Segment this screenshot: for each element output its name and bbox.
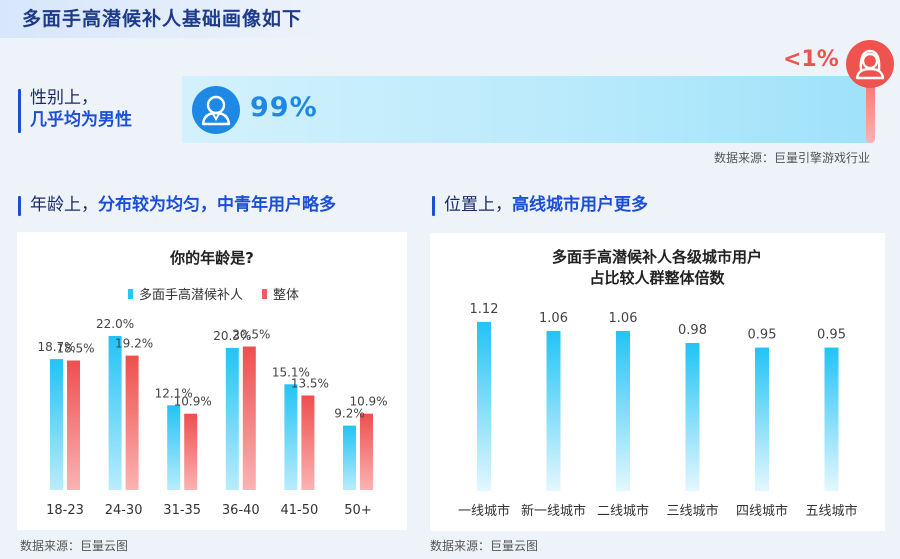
label-overall-31-35: 10.9% <box>174 395 212 409</box>
gender-label-line1: 性别上， <box>30 88 98 108</box>
bar-potential-50+ <box>343 425 356 490</box>
label-potential-18-23: 18.7% <box>37 340 75 354</box>
gender-label-line2: 几乎均为男性 <box>30 110 132 130</box>
bar-potential-18-23 <box>50 359 63 490</box>
age-tick-31-35: 31-35 <box>163 503 201 518</box>
age-chart-legend: 多面手高潜候补人 整体 <box>128 287 299 303</box>
label-city-一线城市: 1.12 <box>470 302 499 317</box>
label-potential-50+: 9.2% <box>334 407 365 421</box>
label-overall-36-40: 20.5% <box>232 328 270 342</box>
legend-swatch-blue <box>128 289 133 299</box>
city-tick-新一线城市: 新一线城市 <box>521 503 586 519</box>
city-source: 数据来源：巨量云图 <box>430 539 539 553</box>
bar-overall-41-50 <box>301 395 315 490</box>
section-accent-bar <box>18 196 21 216</box>
bar-potential-31-35 <box>167 405 181 490</box>
label-city-新一线城市: 1.06 <box>539 311 568 326</box>
city-chart-title-line1: 多面手高潜候补人各级城市用户 <box>552 248 762 266</box>
age-tick-41-50: 41-50 <box>281 503 319 518</box>
city-tick-五线城市: 五线城市 <box>805 503 857 519</box>
section-accent-bar <box>18 89 21 133</box>
page-title: 多面手高潜候补人基础画像如下 <box>0 0 330 38</box>
age-label-highlight: 分布较为均匀，中青年用户略多 <box>98 195 336 215</box>
label-city-五线城市: 0.95 <box>817 328 846 343</box>
bar-potential-41-50 <box>284 384 298 490</box>
label-city-二线城市: 1.06 <box>609 311 638 326</box>
city-chart-title-line2: 占比较人群整体倍数 <box>589 269 725 287</box>
legend-label-red: 整体 <box>273 288 299 303</box>
bar-city-三线城市 <box>685 343 700 491</box>
female-share-bar <box>866 76 875 143</box>
city-tick-四线城市: 四线城市 <box>736 503 788 519</box>
city-label-prefix: 位置上， <box>444 195 512 215</box>
age-tick-24-30: 24-30 <box>105 503 143 518</box>
bar-overall-36-40 <box>242 346 256 490</box>
gender-section-label: 性别上， 几乎均为男性 <box>18 87 132 133</box>
bar-overall-24-30 <box>125 355 139 490</box>
label-potential-24-30: 22.0% <box>96 317 134 331</box>
male-share-bar <box>182 76 872 143</box>
city-tick-一线城市: 一线城市 <box>458 503 510 519</box>
age-label-prefix: 年龄上， <box>30 195 98 215</box>
city-label-highlight: 高线城市用户更多 <box>512 195 648 215</box>
label-overall-24-30: 19.2% <box>115 337 153 351</box>
section-accent-bar <box>432 196 435 216</box>
city-chart: 多面手高潜候补人各级城市用户 占比较人群整体倍数 1.12 一线城市 1.06 新一线… <box>458 248 858 519</box>
label-city-三线城市: 0.98 <box>678 323 707 338</box>
bar-city-二线城市 <box>616 330 630 491</box>
age-chart: 你的年龄是? 多面手高潜候补人 整体 18.7%18.5% 18-23 22.0% 1… <box>37 249 387 518</box>
bar-potential-36-40 <box>225 347 239 490</box>
male-avatar-icon <box>192 86 240 134</box>
age-chart-title: 你的年龄是? <box>169 249 254 267</box>
label-overall-41-50: 13.5% <box>291 377 329 391</box>
age-chart-panel: 你的年龄是? 多面手高潜候补人 整体 18.7% 18.5% 18-23 22.0% 1… <box>17 232 407 530</box>
label-potential-41-50: 15.1% <box>272 365 310 379</box>
label-city-四线城市: 0.95 <box>748 328 777 343</box>
bar-overall-18-23 <box>67 360 80 490</box>
female-percentage: <1% <box>783 47 839 72</box>
label-potential-36-40: 20.3% <box>213 329 251 343</box>
bar-overall-31-35 <box>184 413 198 490</box>
label-overall-50+: 10.9% <box>349 395 387 409</box>
label-potential-31-35: 12.1% <box>155 386 193 400</box>
city-section-label: 位置上，高线城市用户更多 <box>432 194 648 216</box>
age-tick-50+: 50+ <box>344 503 371 518</box>
city-tick-二线城市: 二线城市 <box>597 503 649 519</box>
bar-city-新一线城市 <box>546 330 561 491</box>
female-avatar-icon <box>846 40 894 88</box>
bar-overall-50+ <box>360 413 373 490</box>
gender-source: 数据来源：巨量引擎游戏行业 <box>713 151 870 165</box>
bar-city-五线城市 <box>824 347 839 491</box>
age-tick-36-40: 36-40 <box>222 503 260 518</box>
bar-potential-24-30 <box>108 336 122 490</box>
age-tick-18-23: 18-23 <box>46 503 84 518</box>
label-overall-18-23: 18.5% <box>56 342 94 356</box>
age-source: 数据来源：巨量云图 <box>20 539 129 553</box>
legend-swatch-red <box>262 289 267 299</box>
age-section-label: 年龄上，分布较为均匀，中青年用户略多 <box>18 194 336 216</box>
male-percentage: 99% <box>250 92 318 123</box>
city-chart-panel: 多面手高潜候补人各级城市用户 占比较人群整体倍数 1.12 一线城市 1.06 新一线… <box>430 233 885 531</box>
bar-city-一线城市 <box>477 321 491 491</box>
legend-label-blue: 多面手高潜候补人 <box>139 287 243 303</box>
city-tick-三线城市: 三线城市 <box>666 503 718 519</box>
bar-city-四线城市 <box>755 347 769 491</box>
